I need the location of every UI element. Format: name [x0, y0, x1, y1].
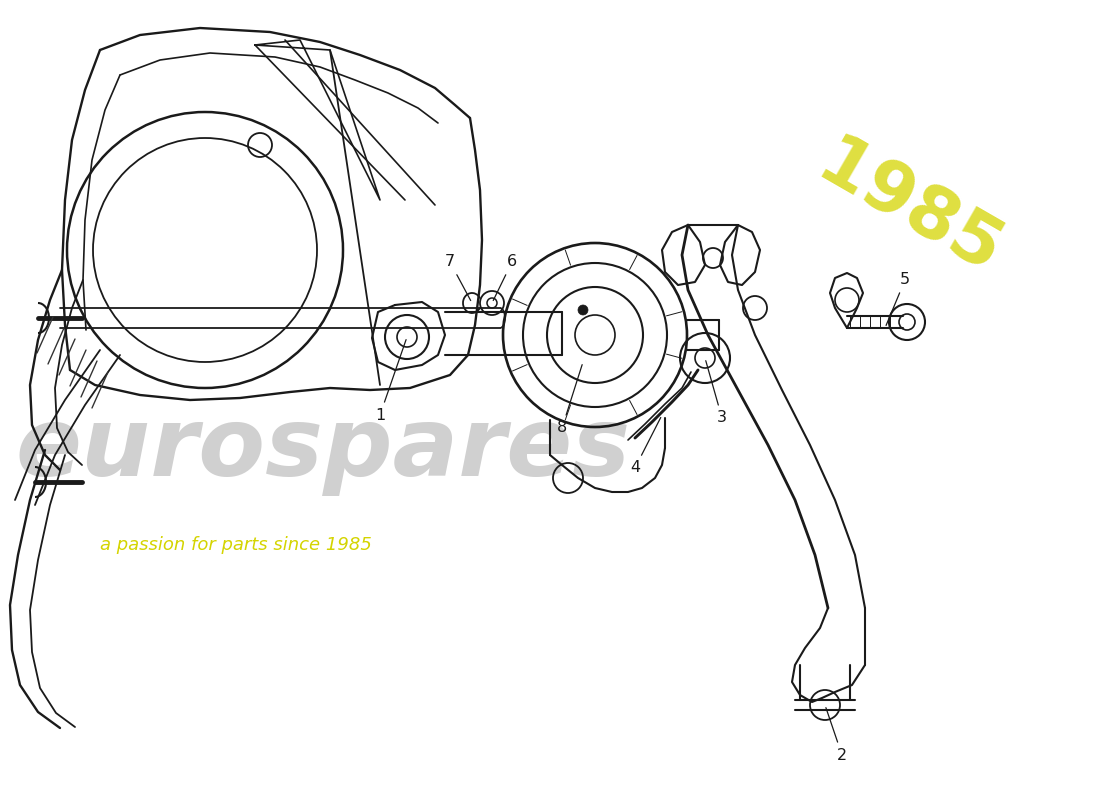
- Text: eurospares: eurospares: [15, 403, 630, 497]
- Text: 7: 7: [444, 254, 471, 301]
- Text: 5: 5: [887, 273, 910, 326]
- Text: 4: 4: [630, 418, 661, 475]
- Text: 1985: 1985: [805, 130, 1014, 290]
- Circle shape: [578, 305, 588, 315]
- Text: a passion for parts since 1985: a passion for parts since 1985: [100, 536, 372, 554]
- Text: 8: 8: [557, 365, 582, 435]
- Text: 1: 1: [375, 340, 406, 422]
- Text: 3: 3: [706, 361, 727, 426]
- Text: 6: 6: [493, 254, 517, 301]
- Text: 2: 2: [826, 708, 847, 762]
